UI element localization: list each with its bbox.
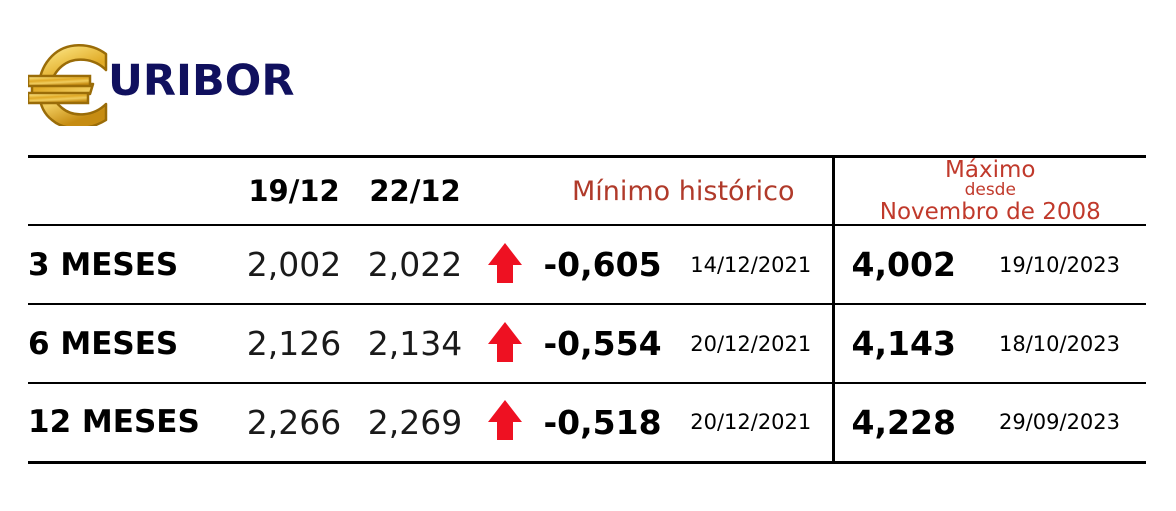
euribor-logo: URIBOR [28,40,294,126]
trend-up-icon [475,384,535,462]
header-trend-cell [475,158,535,225]
header-maximo-desde: Máximo desde Novembro de 2008 [831,157,1146,226]
row-label: 6 MESES [28,325,179,362]
table-row: 6 MESES 2,126 2,134 -0,554 20/12/2021 4,… [28,305,1146,384]
trend-up-icon [475,226,535,304]
header-maximo-line3: Novembro de 2008 [879,198,1101,225]
row-max-value: 4,002 [831,226,973,305]
row-label: 3 MESES [28,246,179,283]
row-min-value: -0,605 [543,245,662,285]
row-max-value: 4,228 [831,384,973,463]
row-value-1: 2,126 [246,324,342,364]
table-header-row: 19/12 22/12 Mínimo histórico Máximo desd… [28,157,1146,226]
row-value-1: 2,002 [246,245,342,285]
row-min-value: -0,554 [543,324,662,364]
row-max-date: 19/10/2023 [998,252,1121,277]
header-maximo-line1: Máximo [945,157,1036,183]
row-min-date: 20/12/2021 [690,410,812,435]
header-empty-cell [28,158,233,225]
table-bottom-rule [28,461,1146,465]
row-min-value: -0,518 [543,402,662,442]
row-max-date: 29/09/2023 [998,410,1121,435]
row-label: 12 MESES [28,404,200,441]
table-row: 12 MESES 2,266 2,269 -0,518 20/12/2021 4… [28,384,1146,463]
header-minimo-historico: Mínimo histórico [571,175,795,207]
header-date-2: 22/12 [369,174,461,209]
trend-up-icon [475,305,535,383]
header-date-1: 19/12 [248,174,340,209]
row-min-date: 20/12/2021 [690,331,812,356]
table-top-rule [28,155,1146,159]
header-maximo-line2: desde [964,180,1016,201]
logo-text: URIBOR [108,55,295,106]
row-max-date: 18/10/2023 [998,331,1121,356]
euro-symbol-icon [28,40,124,126]
table-row: 3 MESES 2,002 2,022 -0,605 14/12/2021 4,… [28,226,1146,305]
row-value-2: 2,269 [367,402,463,442]
row-value-2: 2,134 [367,324,463,364]
row-value-1: 2,266 [246,402,342,442]
row-min-date: 14/12/2021 [690,252,812,277]
rates-table: 19/12 22/12 Mínimo histórico Máximo desd… [28,155,1146,465]
row-value-2: 2,022 [367,245,463,285]
row-max-value: 4,143 [831,305,973,384]
